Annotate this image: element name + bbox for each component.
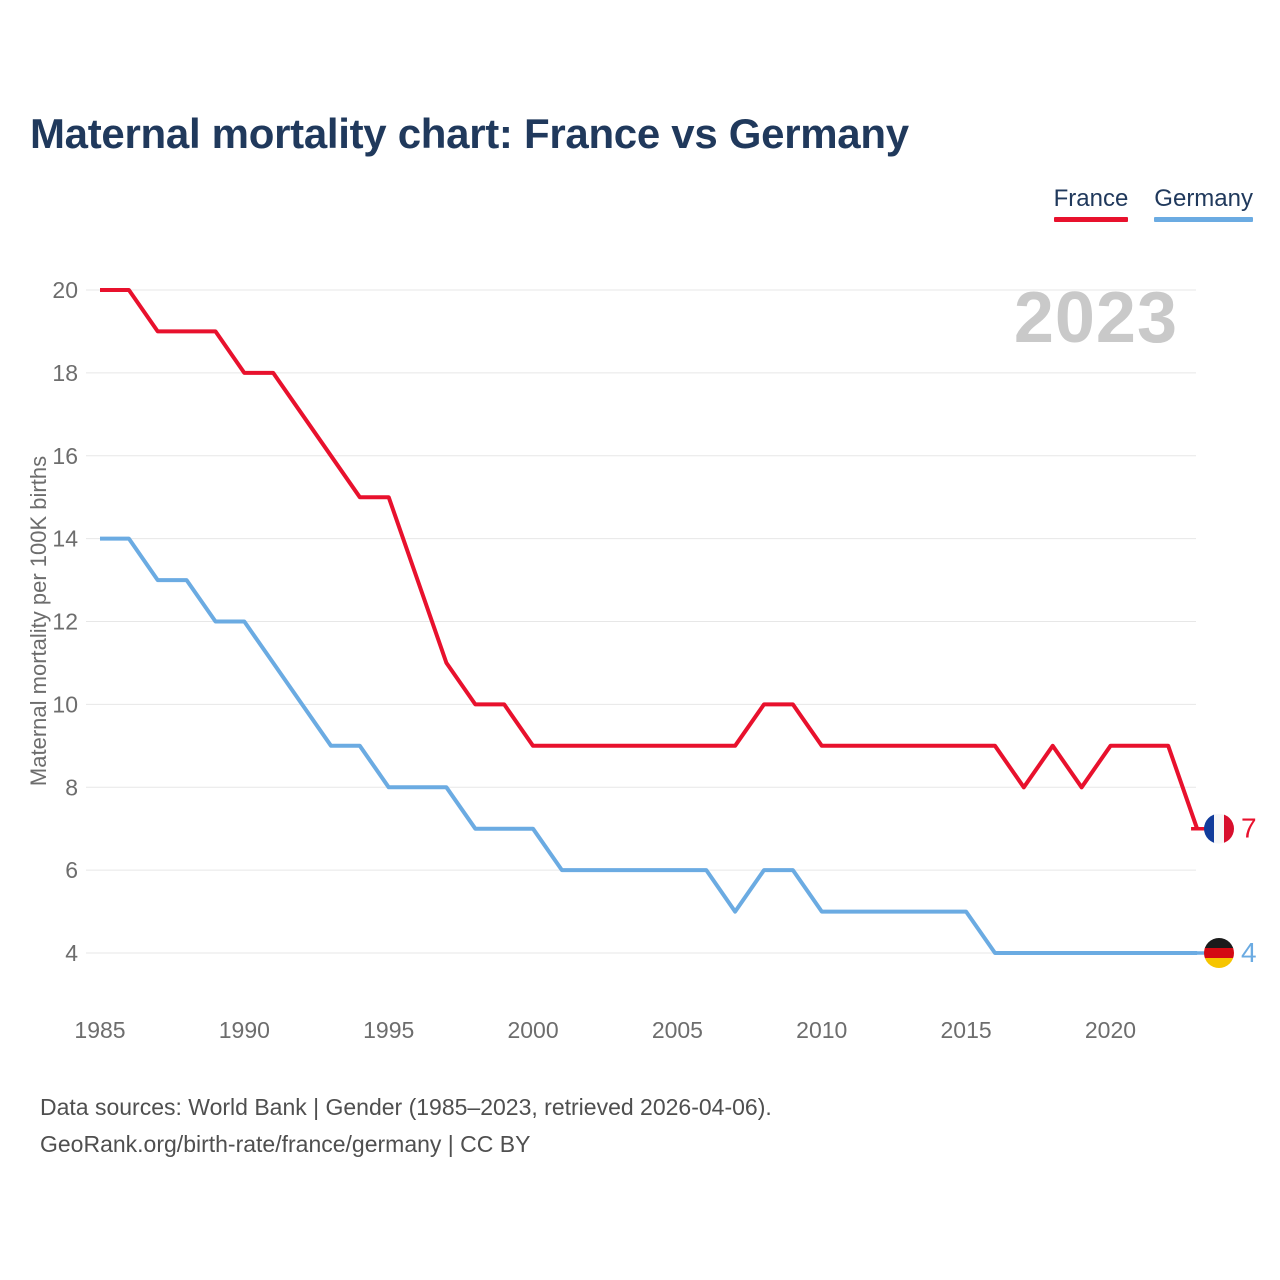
y-tick-label: 6 bbox=[65, 857, 78, 883]
x-tick-label: 1990 bbox=[219, 1017, 270, 1043]
y-tick-label: 14 bbox=[52, 526, 78, 552]
watermark-year: 2023 bbox=[1014, 278, 1178, 358]
legend-swatch-france bbox=[1053, 217, 1129, 222]
legend-label-germany: Germany bbox=[1154, 185, 1253, 212]
y-tick-label: 16 bbox=[52, 443, 78, 469]
x-tick-label: 2010 bbox=[796, 1017, 847, 1043]
x-tick-label: 2015 bbox=[941, 1017, 992, 1043]
legend-swatch-germany bbox=[1154, 217, 1253, 222]
y-tick-label: 10 bbox=[52, 691, 78, 717]
y-tick-label: 12 bbox=[52, 609, 78, 635]
germany-flag-icon bbox=[1204, 938, 1234, 968]
y-tick-label: 8 bbox=[65, 774, 78, 800]
x-tick-label: 1995 bbox=[363, 1017, 414, 1043]
page-title: Maternal mortality chart: France vs Germ… bbox=[30, 110, 909, 157]
footer-attribution: GeoRank.org/birth-rate/france/germany | … bbox=[40, 1131, 531, 1157]
legend-item-france[interactable]: France bbox=[1053, 185, 1129, 222]
x-tick-label: 2005 bbox=[652, 1017, 703, 1043]
legend: France Germany bbox=[1053, 185, 1253, 222]
y-axis-title: Maternal mortality per 100K births bbox=[26, 456, 51, 786]
y-tick-label: 20 bbox=[52, 277, 78, 303]
germany-end-value: 4 bbox=[1241, 937, 1257, 968]
x-tick-label: 2020 bbox=[1085, 1017, 1136, 1043]
france-line bbox=[100, 288, 1199, 830]
x-tick-label: 2000 bbox=[507, 1017, 558, 1043]
y-tick-label: 18 bbox=[52, 360, 78, 386]
legend-item-germany[interactable]: Germany bbox=[1154, 185, 1253, 222]
france-end-value: 7 bbox=[1241, 813, 1257, 844]
germany-line bbox=[100, 536, 1198, 955]
france-flag-icon bbox=[1204, 813, 1234, 844]
y-tick-label: 4 bbox=[65, 940, 78, 966]
x-tick-label: 1985 bbox=[74, 1017, 125, 1043]
footer: Data sources: World Bank | Gender (1985–… bbox=[40, 1089, 772, 1163]
footer-sources: Data sources: World Bank | Gender (1985–… bbox=[40, 1094, 772, 1120]
legend-label-france: France bbox=[1053, 185, 1129, 212]
